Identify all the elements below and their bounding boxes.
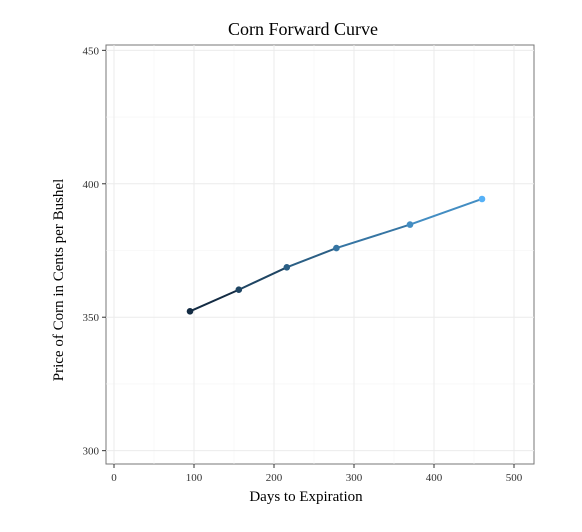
data-point bbox=[406, 221, 414, 228]
x-tick-label: 200 bbox=[266, 472, 283, 484]
series-line-segment bbox=[335, 223, 411, 250]
x-axis-ticks: 0 100 200 300 400 500 bbox=[111, 464, 523, 484]
series-line-segment bbox=[237, 266, 288, 291]
y-axis-label: Price of Corn in Cents per Bushel bbox=[51, 179, 67, 381]
y-tick-label: 300 bbox=[83, 446, 100, 458]
x-tick-label: 100 bbox=[186, 472, 203, 484]
x-tick-label: 400 bbox=[426, 472, 443, 484]
data-point bbox=[186, 308, 194, 315]
y-axis-ticks: 300 350 400 450 bbox=[83, 45, 106, 458]
data-point bbox=[283, 264, 291, 271]
x-axis-label: Days to Expiration bbox=[249, 489, 363, 505]
data-point bbox=[478, 195, 486, 203]
data-point bbox=[333, 244, 340, 252]
chart-title: Corn Forward Curve bbox=[228, 19, 378, 39]
series-layer bbox=[186, 195, 486, 315]
data-point bbox=[235, 286, 243, 294]
grid-layer bbox=[106, 45, 534, 464]
series-line-segment bbox=[285, 247, 338, 269]
series-line-segment bbox=[189, 288, 240, 313]
y-tick-label: 450 bbox=[83, 45, 100, 57]
series-line-segment bbox=[409, 197, 483, 226]
x-tick-label: 500 bbox=[506, 472, 523, 484]
x-tick-label: 300 bbox=[346, 472, 363, 484]
x-tick-label: 0 bbox=[111, 472, 117, 484]
y-tick-label: 350 bbox=[83, 312, 100, 324]
y-tick-label: 400 bbox=[83, 179, 100, 191]
